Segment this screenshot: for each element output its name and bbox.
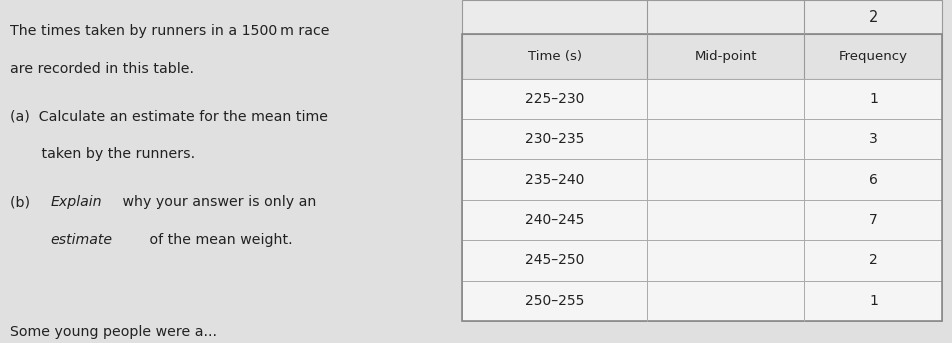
Text: The times taken by runners in a 1500 m race: The times taken by runners in a 1500 m r… bbox=[10, 24, 329, 38]
Text: 230–235: 230–235 bbox=[525, 132, 585, 146]
Text: taken by the runners.: taken by the runners. bbox=[10, 147, 194, 161]
Text: estimate: estimate bbox=[50, 233, 112, 247]
Text: 240–245: 240–245 bbox=[525, 213, 585, 227]
Bar bbox=[462, 119, 942, 159]
Text: (a)  Calculate an estimate for the mean time: (a) Calculate an estimate for the mean t… bbox=[10, 109, 327, 123]
Bar bbox=[462, 0, 942, 34]
Bar bbox=[462, 240, 942, 281]
Bar bbox=[462, 34, 942, 321]
Text: 1: 1 bbox=[869, 294, 878, 308]
Text: Frequency: Frequency bbox=[839, 50, 908, 63]
Text: Time (s): Time (s) bbox=[527, 50, 582, 63]
Text: Mid-point: Mid-point bbox=[695, 50, 757, 63]
Text: 2: 2 bbox=[869, 253, 878, 268]
Text: Some young people were a...: Some young people were a... bbox=[10, 325, 216, 339]
Bar bbox=[462, 34, 942, 79]
Bar bbox=[462, 281, 942, 321]
Text: are recorded in this table.: are recorded in this table. bbox=[10, 62, 193, 75]
Text: 250–255: 250–255 bbox=[525, 294, 585, 308]
Text: 7: 7 bbox=[869, 213, 878, 227]
Text: 2: 2 bbox=[869, 10, 878, 25]
Text: of the mean weight.: of the mean weight. bbox=[145, 233, 292, 247]
Text: 245–250: 245–250 bbox=[525, 253, 585, 268]
Text: 1: 1 bbox=[869, 92, 878, 106]
Text: 225–230: 225–230 bbox=[525, 92, 585, 106]
Text: (b): (b) bbox=[10, 195, 34, 209]
Bar bbox=[462, 79, 942, 119]
Bar bbox=[462, 200, 942, 240]
Text: 235–240: 235–240 bbox=[525, 173, 585, 187]
Text: 3: 3 bbox=[869, 132, 878, 146]
Text: why your answer is only an: why your answer is only an bbox=[118, 195, 316, 209]
Bar bbox=[462, 159, 942, 200]
Text: 6: 6 bbox=[869, 173, 878, 187]
Text: Explain: Explain bbox=[50, 195, 102, 209]
